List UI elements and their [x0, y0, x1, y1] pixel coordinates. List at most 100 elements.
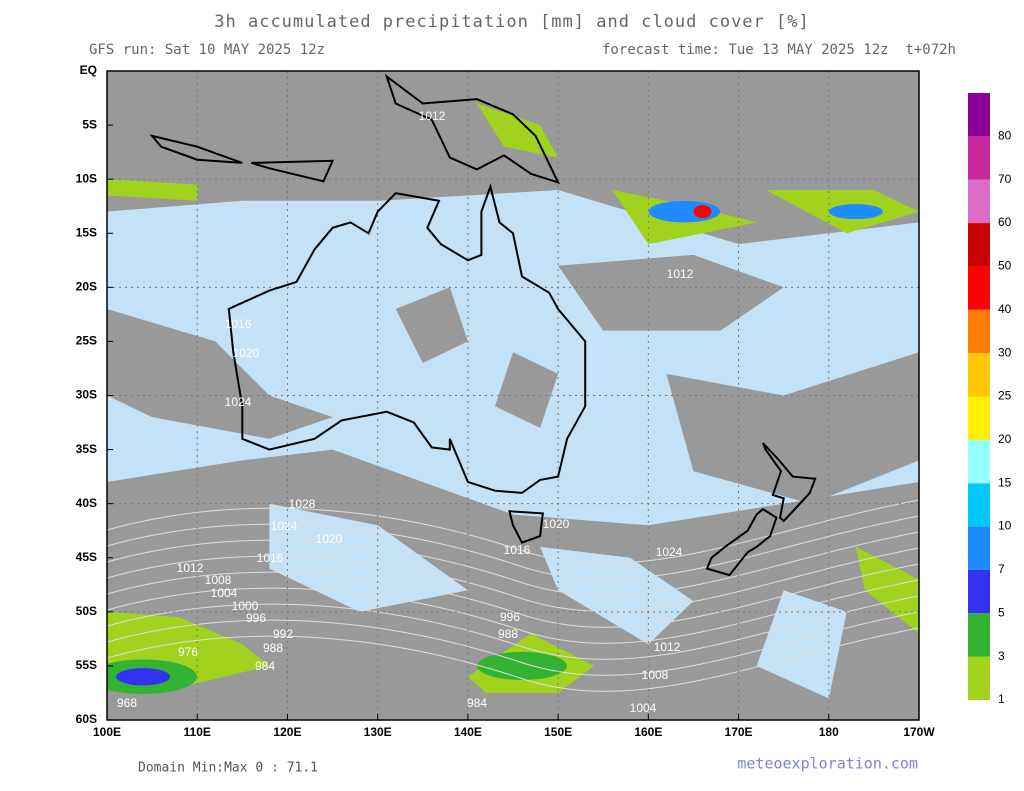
map-title: 3h accumulated precipitation [mm] and cl…	[214, 12, 809, 32]
lat-label: EQ	[80, 63, 97, 77]
lon-label: 110E	[184, 725, 211, 739]
isobar-label: 1012	[177, 561, 204, 575]
isobar-label: 1012	[654, 640, 681, 654]
colorbar-label: 20	[998, 432, 1012, 446]
isobar-label: 1012	[667, 267, 694, 281]
colorbar-swatch	[968, 266, 990, 310]
precip-core	[116, 668, 171, 686]
colorbar-label: 30	[998, 345, 1012, 359]
precip-core	[693, 205, 712, 219]
isobar-label: 1004	[630, 701, 657, 715]
cloud-area	[107, 309, 333, 439]
lat-label: 45S	[76, 550, 97, 564]
colorbar-label: 80	[998, 129, 1012, 143]
colorbar-label: 25	[998, 389, 1012, 403]
isobar-label: 1024	[225, 395, 252, 409]
isobar-label: 1020	[233, 346, 260, 360]
colorbar-swatch	[968, 93, 990, 137]
isobar-label: 996	[500, 610, 520, 624]
colorbar-swatch	[968, 483, 990, 527]
lon-label: 140E	[454, 725, 482, 739]
colorbar-swatch	[968, 613, 990, 657]
domain-minmax: Domain Min:Max 0 : 71.1	[138, 761, 318, 776]
isobar	[107, 499, 919, 564]
colorbar-swatch	[968, 569, 990, 614]
isobar-label: 1028	[289, 497, 316, 511]
colorbar-swatch	[968, 179, 990, 224]
isobar-label: 976	[178, 645, 198, 659]
isobar	[107, 531, 919, 596]
isobar-label: 1012	[419, 109, 446, 123]
colorbar-label: 70	[998, 172, 1012, 186]
cloud-area	[395, 287, 468, 364]
isobar-label: 988	[263, 641, 283, 655]
colorbar-label: 1	[998, 692, 1005, 706]
precip-area	[107, 179, 198, 201]
isobar-label: 992	[273, 627, 293, 641]
lon-label: 150E	[544, 725, 572, 739]
isobar-label: 988	[498, 627, 518, 641]
lon-label: 180	[819, 725, 839, 739]
lat-label: 50S	[76, 604, 97, 618]
isobar-label: 1016	[504, 543, 531, 557]
lon-label: 160E	[634, 725, 662, 739]
clear-area	[540, 546, 694, 645]
lat-label: 20S	[76, 280, 97, 294]
isobar-label: 984	[255, 659, 275, 673]
clear-area	[269, 503, 468, 612]
precip-core	[828, 204, 883, 220]
lon-label: 130E	[364, 725, 392, 739]
colorbar-swatch	[968, 136, 990, 180]
colorbar-swatch	[968, 526, 990, 570]
colorbar-swatch	[968, 439, 990, 484]
isobar-label: 968	[117, 696, 137, 710]
colorbar-label: 10	[998, 519, 1012, 533]
isobar-label: 1008	[205, 573, 232, 587]
colorbar-label: 50	[998, 259, 1012, 273]
precip-area	[855, 546, 919, 634]
coastline	[705, 507, 778, 577]
lat-label: 40S	[76, 496, 97, 510]
isobar	[107, 595, 919, 660]
cloud-area	[666, 352, 919, 504]
lat-label: 30S	[76, 388, 97, 402]
isobar	[107, 627, 919, 692]
site-credit: meteoexploration.com	[737, 755, 918, 773]
forecast-time: forecast time: Tue 13 MAY 2025 12z t+072…	[602, 42, 956, 58]
isobar-label: 996	[246, 611, 266, 625]
precip-core	[477, 651, 568, 680]
colorbar-swatch	[968, 353, 990, 397]
isobar	[107, 515, 919, 580]
coastline	[761, 442, 817, 523]
isobar-label: 1008	[642, 668, 669, 682]
lon-label: 120E	[273, 725, 301, 739]
colorbar-label: 60	[998, 215, 1012, 229]
colorbar-swatch	[968, 223, 990, 267]
isobar-label: 1004	[211, 586, 238, 600]
lat-label: 10S	[76, 171, 97, 185]
colorbar-label: 40	[998, 302, 1012, 316]
isobar	[107, 579, 919, 644]
coastline	[227, 183, 587, 494]
colorbar-label: 3	[998, 649, 1005, 663]
lat-label: 55S	[76, 658, 97, 672]
lon-label: 170W	[903, 725, 935, 739]
lat-label: 15S	[76, 225, 97, 239]
coastline	[251, 159, 335, 183]
isobar	[107, 563, 919, 628]
lat-label: 60S	[76, 712, 97, 726]
cloud-area	[107, 71, 919, 245]
colorbar-swatch	[968, 309, 990, 354]
isobar-label: 1020	[543, 517, 570, 531]
colorbar-swatch	[968, 656, 990, 700]
isobar-label: 1016	[257, 551, 284, 565]
lat-label: 35S	[76, 442, 97, 456]
isobar-label: 1024	[656, 545, 683, 559]
colorbar-label: 5	[998, 605, 1005, 619]
isobar-label: 1024	[271, 519, 298, 533]
isobar	[107, 547, 919, 612]
isobar-label: 1000	[232, 599, 259, 613]
cloud-area	[558, 254, 784, 331]
isobar-label: 1020	[316, 532, 343, 546]
precip-area	[476, 103, 559, 158]
